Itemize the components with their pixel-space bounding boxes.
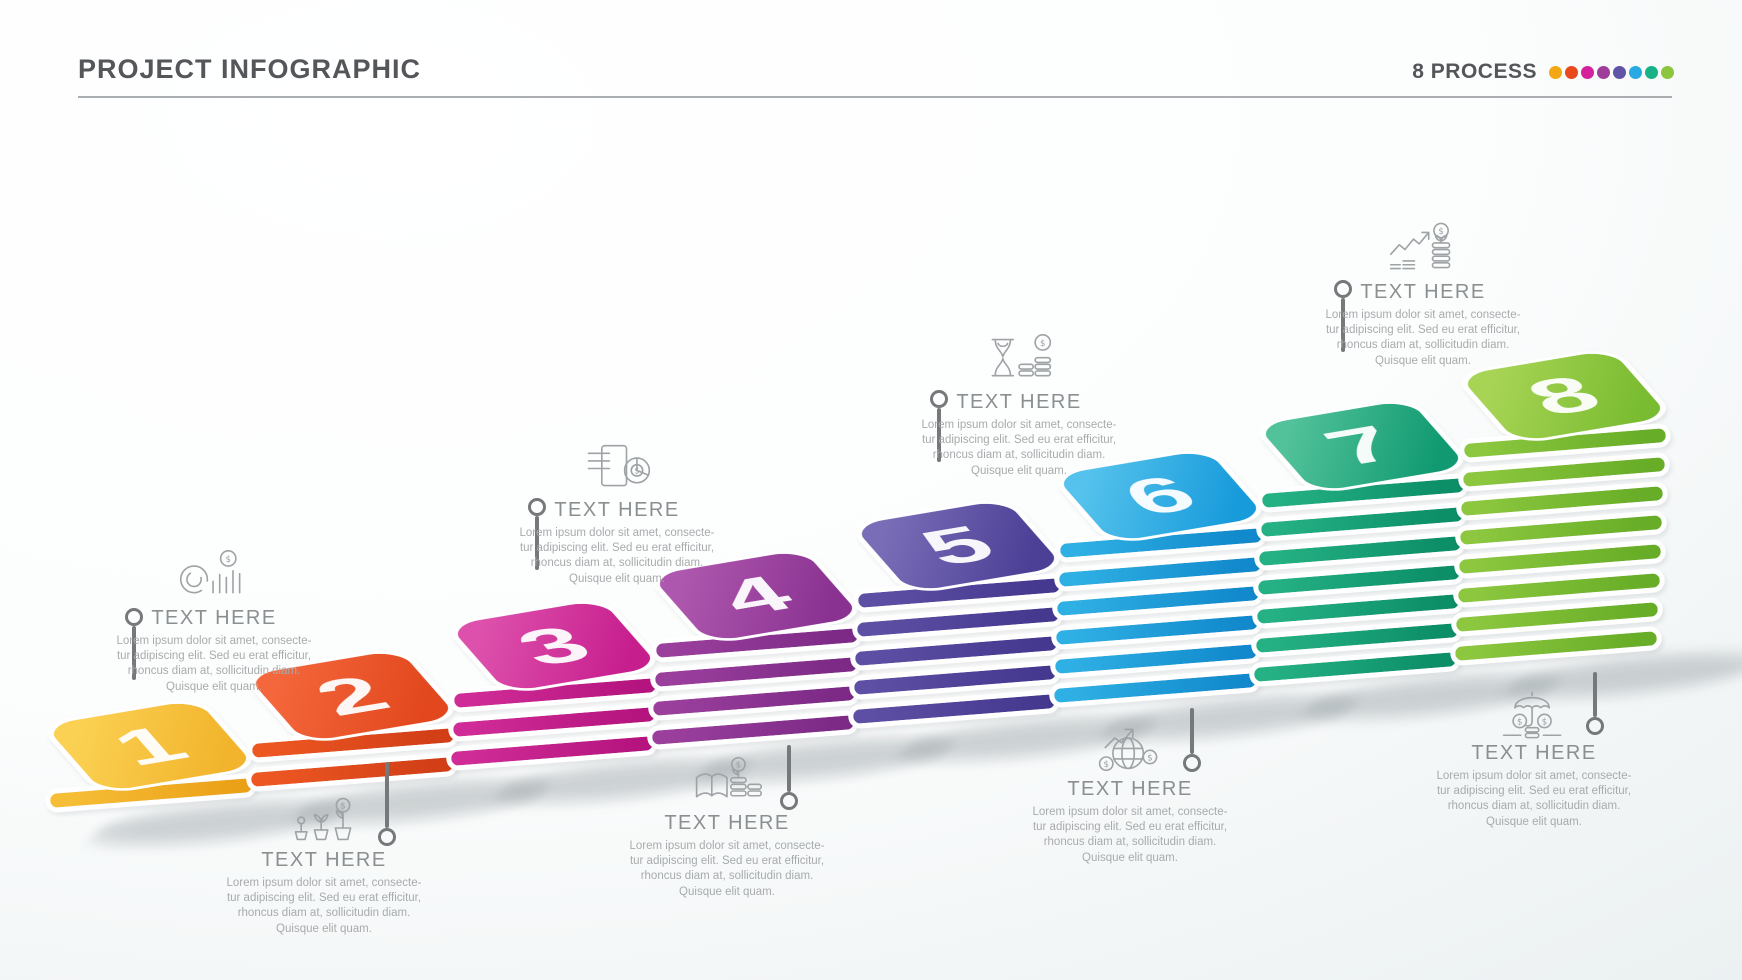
pin-circle-icon — [1334, 280, 1352, 298]
growing-plants-dollar-icon: $ — [294, 797, 352, 841]
label-step-2: $ TEXT HERE Lorem ipsum dolor sit amet, … — [204, 790, 444, 937]
pin-step-3 — [528, 498, 546, 570]
label-body: Lorem ipsum dolor sit amet, consecte-tur… — [226, 877, 422, 935]
pin-circle-icon — [1183, 754, 1201, 772]
pin-circle-icon — [125, 608, 143, 626]
label-title: TEXT HERE — [1360, 281, 1486, 303]
svg-text:$: $ — [226, 555, 231, 565]
pin-step-7 — [1334, 280, 1352, 352]
process-count-label: 8 PROCESS — [1412, 60, 1537, 83]
step-number: 8 — [1512, 365, 1616, 427]
pin-circle-icon — [378, 828, 396, 846]
pin-circle-icon — [780, 792, 798, 810]
document-pie-dollar-icon: $ — [587, 444, 651, 487]
process-dot — [1581, 65, 1594, 79]
step-number: 5 — [906, 515, 1010, 577]
growth-chart-dollar-icon: $ — [1389, 222, 1451, 270]
label-title: TEXT HERE — [151, 607, 277, 629]
globe-arrow-dollar-icon: $ $ — [1098, 728, 1158, 772]
pin-step-5 — [930, 390, 948, 462]
svg-text:$: $ — [1542, 717, 1547, 727]
book-coins-dollar-icon: $ — [695, 756, 763, 798]
pin-circle-icon — [528, 498, 546, 516]
process-dot — [1645, 65, 1658, 79]
svg-text:$: $ — [1517, 717, 1522, 727]
label-body: Lorem ipsum dolor sit amet, consecte-tur… — [1436, 770, 1632, 828]
svg-text:$: $ — [1040, 339, 1045, 349]
label-step-8: $ $ TEXT HERE Lorem ipsum dolor sit amet… — [1414, 683, 1654, 830]
pin-circle-icon — [1586, 717, 1604, 735]
label-step-5: $ TEXT HERE Lorem ipsum dolor sit amet, … — [899, 332, 1139, 479]
label-step-7: $ TEXT HERE Lorem ipsum dolor sit amet, … — [1303, 222, 1543, 369]
process-dots — [1549, 65, 1674, 79]
process-dot — [1565, 65, 1578, 79]
donut-bar-chart-dollar-icon: $ — [179, 550, 241, 594]
svg-text:$: $ — [1438, 227, 1443, 237]
platform-step-8: 8 — [1449, 308, 1742, 728]
process-header: 8 PROCESS — [1412, 60, 1674, 84]
process-dot — [1613, 65, 1626, 79]
label-body: Lorem ipsum dolor sit amet, consecte-tur… — [1032, 806, 1228, 864]
hourglass-coins-dollar-icon: $ — [991, 334, 1052, 377]
label-title: TEXT HERE — [554, 499, 680, 521]
step-number: 7 — [1310, 415, 1414, 477]
label-body: Lorem ipsum dolor sit amet, consecte-tur… — [1325, 309, 1521, 367]
label-title: TEXT HERE — [664, 812, 790, 834]
svg-text:$: $ — [1104, 760, 1109, 770]
label-title: TEXT HERE — [1471, 742, 1597, 764]
pin-step-4 — [780, 745, 798, 810]
label-body: Lorem ipsum dolor sit amet, consecte-tur… — [629, 840, 825, 898]
label-step-3: $ TEXT HERE Lorem ipsum dolor sit amet, … — [497, 440, 737, 587]
pin-step-1 — [125, 608, 143, 680]
label-body: Lorem ipsum dolor sit amet, consecte-tur… — [921, 419, 1117, 477]
process-dot — [1549, 65, 1562, 79]
umbrella-coins-dollar-icon: $ $ — [1502, 691, 1562, 739]
header-divider — [78, 96, 1672, 98]
process-dot — [1629, 65, 1642, 79]
label-title: TEXT HERE — [956, 391, 1082, 413]
svg-text:$: $ — [340, 802, 345, 812]
svg-text:$: $ — [634, 467, 639, 477]
pin-circle-icon — [930, 390, 948, 408]
pin-step-6 — [1183, 708, 1201, 772]
label-body: Lorem ipsum dolor sit amet, consecte-tur… — [116, 635, 312, 693]
label-title: TEXT HERE — [1067, 778, 1193, 800]
step-number: 3 — [502, 615, 606, 677]
label-step-1: $ TEXT HERE Lorem ipsum dolor sit amet, … — [94, 548, 334, 695]
pin-step-8 — [1586, 672, 1604, 735]
pin-step-2 — [378, 762, 396, 846]
label-title: TEXT HERE — [261, 849, 387, 871]
process-dot — [1661, 65, 1674, 79]
process-dot — [1597, 65, 1610, 79]
svg-text:$: $ — [1147, 753, 1152, 763]
label-step-4: $ TEXT HERE Lorem ipsum dolor sit amet, … — [607, 753, 847, 900]
page-title: PROJECT INFOGRAPHIC — [78, 54, 422, 84]
step-number: 1 — [98, 715, 202, 777]
svg-text:$: $ — [736, 761, 741, 771]
label-body: Lorem ipsum dolor sit amet, consecte-tur… — [519, 527, 715, 585]
label-step-6: $ $ TEXT HERE Lorem ipsum dolor sit amet… — [1010, 719, 1250, 866]
